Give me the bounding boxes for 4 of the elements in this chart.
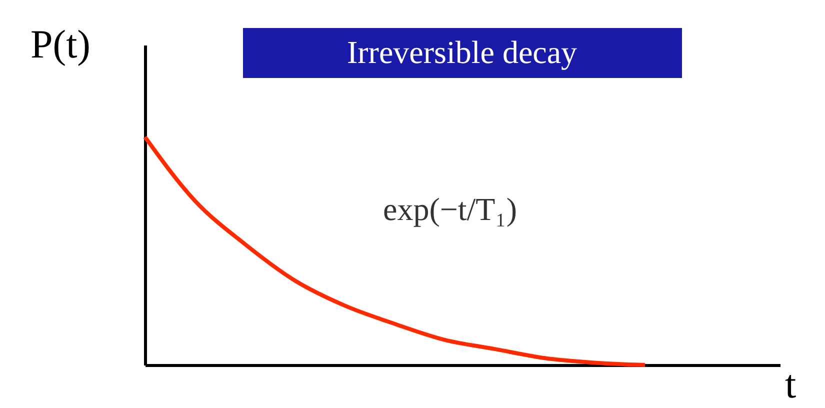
x-axis-title: t xyxy=(784,362,796,406)
annotation: exp(−t/T₁) xyxy=(382,191,518,227)
y-axis-title: P(t) xyxy=(30,22,90,66)
chart-title: Irreversible decay xyxy=(346,34,578,70)
